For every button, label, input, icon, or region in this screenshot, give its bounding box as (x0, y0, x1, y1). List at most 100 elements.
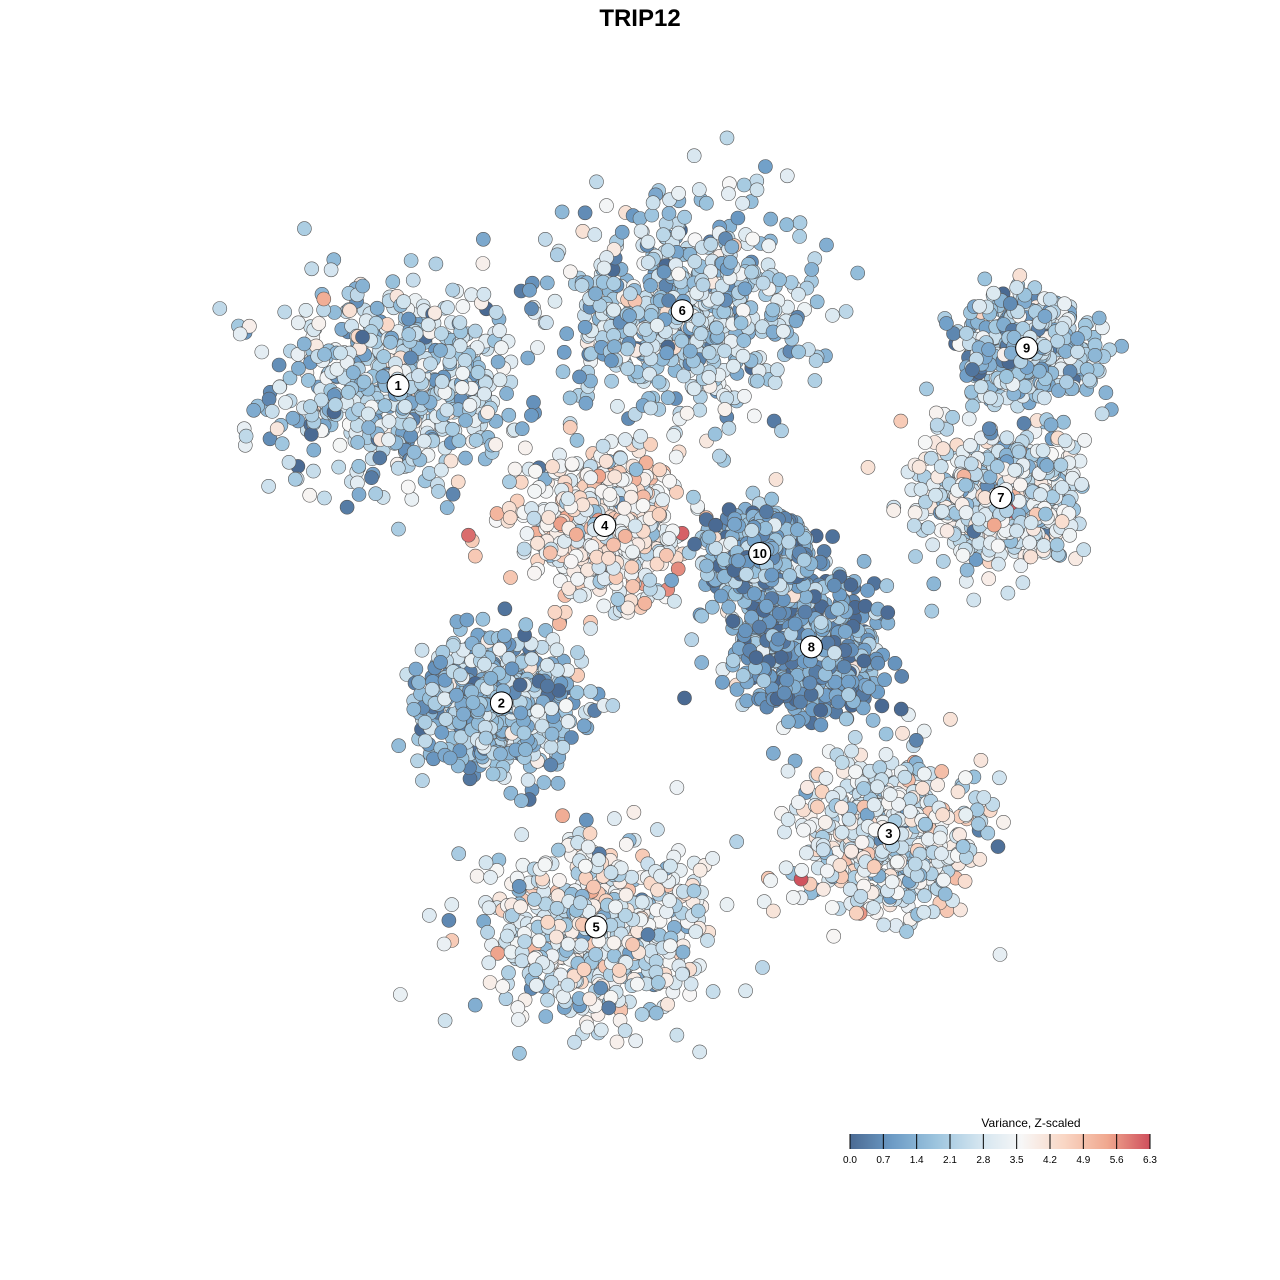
data-point (671, 225, 686, 241)
data-point (643, 400, 659, 416)
data-point (483, 870, 498, 885)
data-point (577, 319, 593, 335)
data-point (529, 977, 544, 993)
data-point (934, 846, 949, 861)
data-point (917, 888, 932, 904)
data-point (440, 300, 455, 315)
data-point (826, 578, 842, 593)
data-point (391, 521, 406, 537)
data-point (573, 895, 588, 911)
data-point (306, 463, 321, 479)
data-point (512, 677, 528, 693)
data-point (492, 323, 507, 338)
data-point (758, 159, 773, 174)
data-point (717, 343, 732, 359)
data-point (617, 529, 633, 544)
data-point (736, 177, 752, 193)
data-point (520, 350, 536, 366)
data-point (345, 365, 361, 380)
data-point (996, 814, 1011, 830)
data-point (721, 420, 737, 436)
data-point (990, 839, 1006, 854)
data-point (451, 433, 467, 449)
data-point (475, 611, 491, 627)
data-point (604, 353, 619, 368)
data-point (866, 859, 882, 875)
data-point (860, 460, 876, 475)
data-point (733, 315, 749, 331)
data-point (542, 545, 558, 561)
data-point (212, 301, 228, 316)
data-point (834, 825, 850, 840)
data-point (780, 763, 796, 779)
data-point (880, 605, 896, 620)
data-point (498, 991, 514, 1007)
data-point (455, 365, 471, 381)
data-point (666, 428, 682, 443)
data-point (511, 878, 527, 894)
data-point (607, 811, 622, 826)
data-point (549, 900, 565, 916)
data-point (677, 690, 692, 706)
data-point (433, 343, 448, 358)
data-point (659, 345, 675, 361)
data-point (650, 882, 665, 898)
data-point (539, 657, 555, 673)
data-point (664, 572, 679, 588)
data-point (540, 992, 555, 1008)
data-point (935, 554, 951, 569)
data-point (1049, 537, 1065, 553)
data-point (735, 348, 751, 364)
data-point (717, 402, 733, 417)
data-point (775, 323, 791, 339)
data-point (350, 435, 366, 450)
data-point (588, 286, 603, 302)
data-point (799, 845, 814, 861)
data-point (408, 661, 424, 677)
data-point (433, 654, 448, 670)
data-point (653, 868, 668, 884)
data-point (589, 174, 604, 190)
data-point (656, 227, 671, 242)
data-point (796, 822, 811, 838)
data-point (439, 500, 455, 515)
data-point (556, 344, 572, 360)
data-point (550, 775, 566, 791)
data-point (710, 290, 725, 306)
data-point (360, 406, 376, 422)
data-point (458, 450, 473, 466)
data-point (311, 316, 327, 331)
data-point (915, 780, 930, 796)
data-point (301, 373, 316, 388)
data-point (894, 669, 910, 684)
data-point (555, 808, 570, 824)
data-point (884, 874, 900, 890)
data-point (878, 726, 894, 742)
data-point (839, 711, 854, 727)
data-point (1035, 443, 1051, 458)
data-point (560, 714, 576, 730)
data-point (992, 770, 1007, 786)
data-point (719, 130, 735, 146)
data-point (876, 917, 892, 933)
data-point (800, 779, 815, 795)
data-point (675, 944, 691, 960)
data-point (456, 706, 471, 722)
data-point (705, 851, 720, 866)
data-point (604, 373, 619, 389)
data-point (694, 655, 710, 670)
data-point (1009, 523, 1024, 539)
data-point (870, 779, 885, 795)
data-point (932, 830, 948, 846)
data-point (780, 714, 796, 730)
data-point (414, 642, 430, 658)
data-point (391, 738, 407, 754)
data-point (392, 987, 408, 1002)
data-point (1039, 458, 1055, 473)
data-point (298, 302, 314, 318)
data-point (478, 730, 494, 746)
data-point (749, 373, 765, 389)
data-point (613, 450, 628, 466)
data-point (735, 196, 750, 211)
data-point (861, 680, 877, 695)
